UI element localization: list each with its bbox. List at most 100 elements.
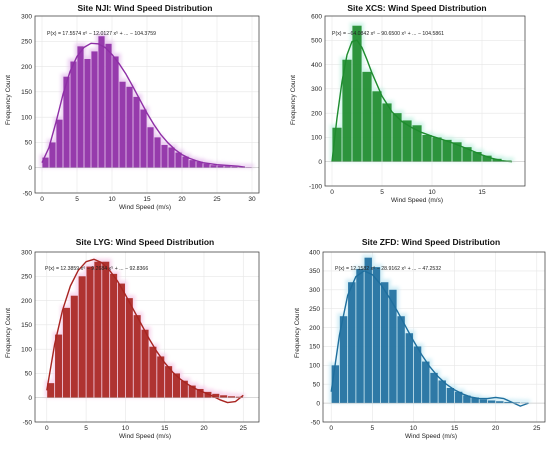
x-axis-label: Wind Speed (m/s) <box>405 433 457 440</box>
histogram-bar <box>496 401 503 403</box>
x-axis-label: Wind Speed (m/s) <box>391 197 443 204</box>
y-tick-label: -50 <box>23 190 33 197</box>
x-tick-label: 15 <box>161 425 169 432</box>
histogram-bar <box>220 395 227 397</box>
y-tick-label: 300 <box>311 86 322 93</box>
y-tick-label: 200 <box>21 64 32 71</box>
y-tick-label: 150 <box>21 89 32 96</box>
histogram-bar <box>157 356 164 397</box>
histogram-bar <box>442 140 451 162</box>
histogram-bar <box>432 137 441 161</box>
histogram-bar <box>110 274 117 398</box>
histogram-bar <box>373 267 380 403</box>
y-tick-label: 150 <box>21 322 32 329</box>
y-tick-label: 100 <box>309 363 320 370</box>
histogram-bar <box>168 147 174 167</box>
y-tick-label: 250 <box>21 39 32 46</box>
x-tick-label: 25 <box>240 425 248 432</box>
y-tick-label: 200 <box>311 110 322 117</box>
y-axis-label: Frequency Count <box>5 308 12 358</box>
histogram-bar <box>112 56 118 167</box>
histogram-bar <box>430 373 437 403</box>
chart-title: Site ZFD: Wind Speed Distribution <box>362 237 500 247</box>
y-axis-label: Frequency Count <box>290 75 297 125</box>
histogram-bar <box>439 380 446 403</box>
histogram-bar <box>422 362 429 404</box>
y-tick-label: 0 <box>318 159 322 166</box>
chart-title: Site LYG: Wind Speed Distribution <box>76 237 214 247</box>
x-tick-label: 20 <box>200 425 208 432</box>
histogram-bar <box>189 160 195 168</box>
histogram-bar <box>84 59 90 168</box>
y-tick-label: 100 <box>21 114 32 121</box>
equation-label: P(x) = 12.3859 x⁶ − 9.2684 x⁵ + ... − 92… <box>45 266 148 272</box>
chart-title: Site XCS: Wind Speed Distribution <box>347 3 486 13</box>
y-tick-label: 250 <box>21 274 32 281</box>
histogram-bar <box>414 346 421 403</box>
histogram-bar <box>102 262 109 398</box>
x-axis-label: Wind Speed (m/s) <box>119 204 171 211</box>
histogram-bar <box>480 399 487 403</box>
y-tick-label: 300 <box>309 287 320 294</box>
histogram-bar <box>348 282 355 403</box>
histogram-bar <box>447 388 454 403</box>
histogram-bar <box>77 46 83 167</box>
histogram-bar <box>94 262 101 398</box>
y-tick-label: 50 <box>313 382 321 389</box>
histogram-bar <box>397 316 404 403</box>
y-tick-label: 50 <box>25 140 33 147</box>
histogram-bar <box>105 44 111 168</box>
x-tick-label: 0 <box>329 425 333 432</box>
y-tick-label: 0 <box>28 165 32 172</box>
histogram-bar <box>422 135 431 162</box>
histogram-bar <box>175 153 181 168</box>
histogram-bar <box>55 335 62 398</box>
histogram-bar <box>356 269 363 403</box>
x-tick-label: 20 <box>492 425 500 432</box>
histogram-bar <box>149 347 156 398</box>
x-tick-label: 5 <box>371 425 375 432</box>
chart-title: Site NJI: Wind Speed Distribution <box>78 3 213 13</box>
histogram-bar <box>49 142 55 167</box>
y-tick-label: 100 <box>21 346 32 353</box>
histogram-bar <box>63 308 70 398</box>
x-tick-label: 5 <box>380 189 384 196</box>
y-tick-label: -50 <box>311 419 321 426</box>
histogram-bar <box>126 87 132 168</box>
histogram-bar <box>154 137 160 167</box>
y-tick-label: 0 <box>28 395 32 402</box>
x-tick-label: 25 <box>533 425 541 432</box>
x-tick-label: 30 <box>248 196 256 203</box>
y-axis-label: Frequency Count <box>294 308 301 358</box>
histogram-bar <box>142 330 149 398</box>
y-tick-label: 200 <box>309 325 320 332</box>
equation-label: P(x) = 12.1582 x⁶ − 28.9162 x⁵ + ... − 4… <box>335 266 441 272</box>
histogram-bar <box>488 400 495 403</box>
histogram-bar <box>71 296 78 398</box>
equation-label: P(x) = −64.0842 x⁶ − 90.6500 x⁵ + ... − … <box>332 31 444 37</box>
y-tick-label: 400 <box>311 62 322 69</box>
y-tick-label: 50 <box>25 371 33 378</box>
histogram-bar <box>362 72 371 162</box>
y-tick-label: 0 <box>316 400 320 407</box>
y-tick-label: -100 <box>309 183 322 190</box>
histogram-bar <box>70 62 76 168</box>
y-tick-label: 400 <box>309 249 320 256</box>
histogram-bar <box>56 120 62 168</box>
bar-glow <box>518 400 530 403</box>
histogram-bar <box>210 165 216 168</box>
x-tick-label: 5 <box>84 425 88 432</box>
x-tick-label: 10 <box>122 425 130 432</box>
y-tick-label: 500 <box>311 38 322 45</box>
histogram-bar <box>182 157 188 168</box>
histogram-bar <box>79 276 86 397</box>
x-tick-label: 10 <box>108 196 116 203</box>
histogram-bar <box>161 145 167 168</box>
x-tick-label: 0 <box>40 196 44 203</box>
